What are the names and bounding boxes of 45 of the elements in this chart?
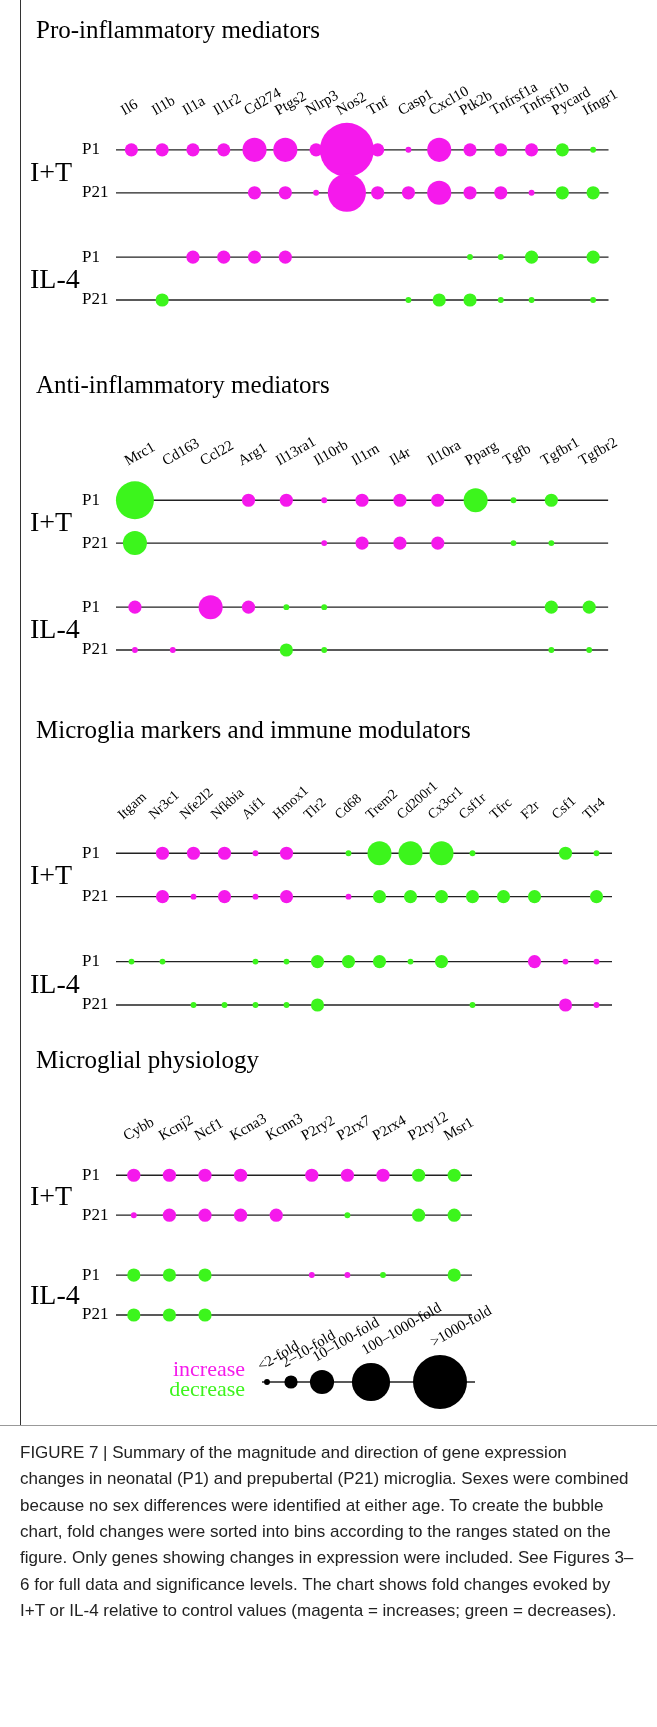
x-tick-label: Tlr4 [579,794,608,822]
text: IL-4 [30,262,80,294]
ref-line-label: P1 [82,596,100,616]
ref-line-label: P1 [82,842,100,862]
x-tick-label: Il1a [179,92,208,119]
x-tick-label: Il10ra [424,436,464,469]
chart-title: Microglial physiology [36,1046,260,1073]
text: IL-4 [30,612,80,644]
x-tick-label: Mrc1 [121,438,158,469]
chart-title: Pro-inflammatory mediators [36,16,320,43]
x-tick-label: Csf1 [548,793,579,822]
x-tick-label: Il6 [117,95,141,119]
text: I+T [30,155,73,187]
x-tick-label: Il1r2 [210,89,244,119]
x-tick-label: Il1rn [348,439,383,469]
ref-line-label: P21 [82,1204,109,1224]
ref-line-label: P21 [82,639,109,659]
ref-line-label: P21 [82,1304,109,1324]
text: I+T [30,859,73,891]
caption: FIGURE 7 | Summary of the magnitude and direction of gene expression changes in neonatal (P1) and prepubertal (P21) microglia. Sexes were combined because no sex differences were identified at either age. To create the bubble chart, fold changes were sorted into bins according to the ranges stated on the figure. Only genes showing changes in expression were included. See Figures 3–6 for full data and significance levels. The chart shows fold changes evoked by I+T or IL-4 relative to control values (magenta = increases; green = decreases). [20,1442,635,1623]
x-tick-label: F2r [517,797,543,822]
ref-line-label: P21 [82,289,109,309]
x-tick-label: Cybb [120,1113,157,1144]
ref-line-label: P1 [82,246,100,266]
x-tick-label: Tfrc [486,794,515,822]
chart-title: Microglia markers and immune modulators [36,716,471,743]
x-tick-label: Arg1 [234,439,270,469]
text: I+T [30,506,73,538]
ref-line-label: P1 [82,1164,100,1184]
ref-line-label: P21 [82,886,109,906]
ref-line-label: P1 [82,1264,100,1284]
x-tick-label: Il1b [148,92,178,119]
ref-line-label: P1 [82,139,100,159]
x-tick-label: Tgfb [499,440,534,469]
ref-line-label: P21 [82,994,109,1014]
ref-line-label: P21 [82,532,109,552]
text: I+T [30,1179,73,1211]
text: IL-4 [30,967,80,999]
ref-line-label: P21 [82,182,109,202]
x-tick-label: Pparg [462,437,501,469]
ref-line-label: P1 [82,951,100,971]
x-tick-label: Il4r [386,443,414,469]
ref-line-label: P1 [82,489,100,509]
chart-title: Anti-inflammatory mediators [36,371,330,398]
text: IL-4 [30,1279,80,1311]
